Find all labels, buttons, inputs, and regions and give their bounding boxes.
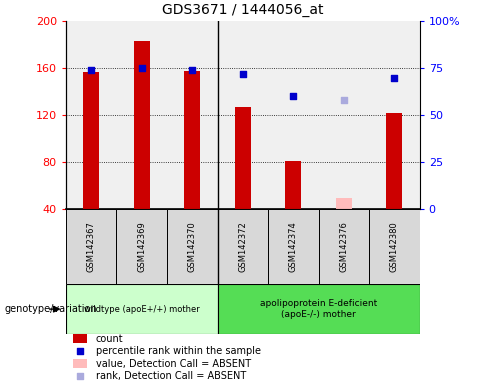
Text: count: count	[96, 334, 123, 344]
Bar	[117, 209, 167, 284]
Bar	[66, 209, 117, 284]
Point	[390, 74, 398, 81]
Text: GSM142380: GSM142380	[390, 221, 399, 272]
Text: GSM142374: GSM142374	[289, 221, 298, 272]
Text: wildtype (apoE+/+) mother: wildtype (apoE+/+) mother	[84, 305, 200, 314]
Bar	[73, 334, 87, 343]
Text: GSM142369: GSM142369	[137, 221, 146, 272]
Bar	[134, 41, 150, 209]
Bar	[73, 359, 87, 368]
Text: GSM142372: GSM142372	[238, 221, 247, 272]
Bar	[83, 72, 99, 209]
Point	[188, 67, 196, 73]
Text: GSM142376: GSM142376	[339, 221, 348, 272]
Bar	[386, 113, 403, 209]
Bar	[336, 197, 352, 209]
Point	[76, 348, 84, 354]
Bar	[235, 107, 251, 209]
Point	[340, 97, 348, 103]
Bar	[268, 209, 319, 284]
Point	[76, 373, 84, 379]
Point	[138, 65, 145, 71]
Text: apolipoprotein E-deficient
(apoE-/-) mother: apolipoprotein E-deficient (apoE-/-) mot…	[260, 299, 377, 319]
Text: genotype/variation: genotype/variation	[5, 304, 98, 314]
Text: value, Detection Call = ABSENT: value, Detection Call = ABSENT	[96, 359, 251, 369]
Bar	[218, 209, 268, 284]
Bar	[369, 209, 420, 284]
Bar	[319, 209, 369, 284]
Bar	[218, 284, 420, 334]
Text: rank, Detection Call = ABSENT: rank, Detection Call = ABSENT	[96, 371, 246, 381]
Bar	[167, 209, 218, 284]
Title: GDS3671 / 1444056_at: GDS3671 / 1444056_at	[162, 3, 324, 17]
Point	[289, 93, 297, 99]
Point	[87, 67, 95, 73]
Bar	[285, 161, 302, 209]
Bar	[66, 284, 218, 334]
Text: percentile rank within the sample: percentile rank within the sample	[96, 346, 261, 356]
Text: GSM142367: GSM142367	[87, 221, 96, 272]
Bar	[184, 71, 201, 209]
Text: GSM142370: GSM142370	[188, 221, 197, 272]
Point	[239, 71, 247, 77]
